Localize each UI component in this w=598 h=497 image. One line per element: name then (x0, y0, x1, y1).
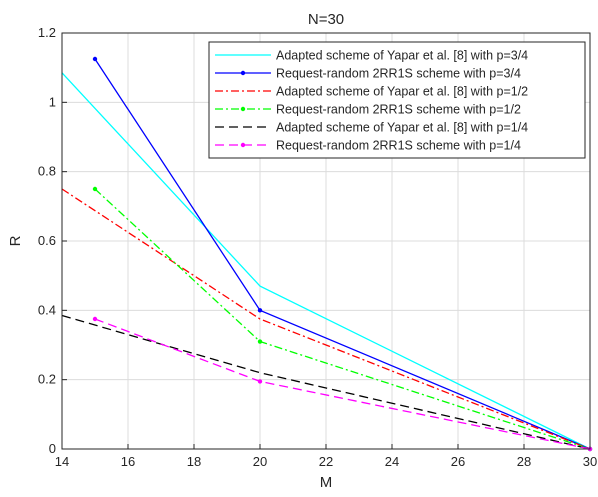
legend-marker (240, 70, 246, 76)
data-point (257, 339, 263, 344)
legend-label: Adapted scheme of Yapar et al. [8] with … (276, 85, 528, 99)
x-tick-label: 14 (55, 454, 69, 469)
legend-label: Request-random 2RR1S scheme with p=1/2 (276, 103, 521, 117)
series-line (61, 188, 591, 450)
data-point (92, 316, 98, 322)
y-tick-label: 1.2 (38, 25, 56, 40)
legend-label: Request-random 2RR1S scheme with p=3/4 (276, 67, 521, 81)
legend-marker (240, 142, 246, 148)
series-3 (61, 188, 591, 450)
x-tick-label: 30 (583, 454, 597, 469)
series-line (61, 72, 591, 450)
y-tick-label: 0.2 (38, 372, 56, 387)
series-layer (61, 56, 593, 452)
y-tick-label: 0.8 (38, 164, 56, 179)
legend-marker (240, 106, 246, 112)
y-tick-label: 0.6 (38, 233, 56, 248)
x-tick-label: 24 (385, 454, 399, 469)
y-tick-label: 0.4 (38, 302, 56, 317)
data-point (257, 308, 263, 313)
x-tick-label: 22 (319, 454, 333, 469)
legend-item: Adapted scheme of Yapar et al. [8] with … (215, 121, 528, 135)
legend-label: Adapted scheme of Yapar et al. [8] with … (276, 121, 528, 135)
legend-label: Adapted scheme of Yapar et al. [8] with … (276, 49, 528, 63)
x-tick-label: 20 (253, 454, 267, 469)
legend-label: Request-random 2RR1S scheme with p=1/4 (276, 139, 521, 153)
legend-item: Request-random 2RR1S scheme with p=1/4 (215, 139, 521, 153)
legend-item: Request-random 2RR1S scheme with p=3/4 (215, 67, 521, 81)
ticks: 14 16 18 20 22 24 26 28 30 0 0.2 0.4 0.6 0.8 1 1.2 (38, 25, 597, 469)
chart-title: N=30 (308, 11, 344, 28)
legend-box (208, 41, 586, 159)
y-axis-label: R (7, 235, 24, 246)
y-tick-label: 1 (49, 94, 56, 109)
x-tick-label: 16 (121, 454, 135, 469)
legend: Adapted scheme of Yapar et al. [8] with … (208, 41, 586, 159)
x-tick-label: 18 (187, 454, 201, 469)
series-1 (61, 72, 591, 450)
x-tick-label: 28 (517, 454, 531, 469)
data-point (257, 379, 263, 384)
series-6 (92, 316, 593, 452)
legend-item: Adapted scheme of Yapar et al. [8] with … (215, 49, 528, 63)
x-tick-label: 26 (451, 454, 465, 469)
x-axis-label: M (320, 474, 333, 491)
legend-item: Adapted scheme of Yapar et al. [8] with … (215, 85, 528, 99)
data-point (92, 56, 98, 62)
legend-item: Request-random 2RR1S scheme with p=1/2 (215, 103, 521, 117)
y-tick-label: 0 (49, 441, 56, 456)
data-point (92, 186, 98, 192)
